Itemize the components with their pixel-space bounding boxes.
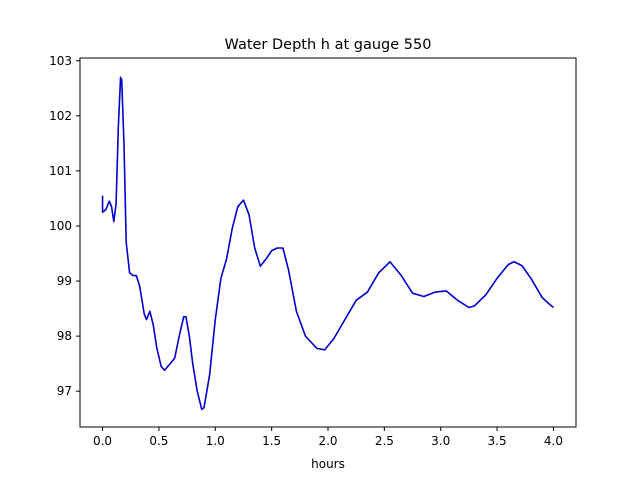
x-tick-label: 2.5 <box>375 434 394 448</box>
y-tick-label: 102 <box>49 109 72 123</box>
x-tick-label: 0.0 <box>93 434 112 448</box>
x-tick-label: 2.0 <box>318 434 337 448</box>
y-tick-label: 101 <box>49 164 72 178</box>
y-tick-label: 103 <box>49 54 72 68</box>
y-tick-label: 98 <box>57 329 72 343</box>
y-tick-label: 100 <box>49 219 72 233</box>
series-layer <box>101 76 554 411</box>
y-axis: 97 98 99 100 101 102 103 <box>49 54 80 398</box>
series-line-0 <box>101 76 554 411</box>
x-tick-label: 0.5 <box>149 434 168 448</box>
x-tick-label: 1.5 <box>262 434 281 448</box>
y-tick-label: 99 <box>57 274 72 288</box>
chart-title: Water Depth h at gauge 550 <box>225 37 432 53</box>
x-tick-label: 3.0 <box>431 434 450 448</box>
x-tick-label: 1.0 <box>206 434 225 448</box>
x-tick-label: 3.5 <box>488 434 507 448</box>
y-tick-label: 97 <box>57 384 72 398</box>
x-axis-label: hours <box>311 457 345 471</box>
x-axis: 0.0 0.5 1.0 1.5 2.0 2.5 3.0 3.5 4.0 <box>93 427 563 448</box>
x-tick-label: 4.0 <box>544 434 563 448</box>
